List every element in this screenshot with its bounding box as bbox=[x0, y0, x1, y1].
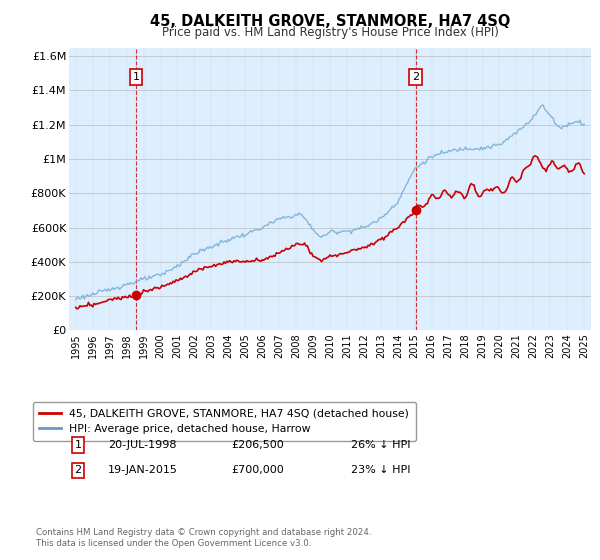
Text: 2: 2 bbox=[74, 465, 82, 475]
Text: Contains HM Land Registry data © Crown copyright and database right 2024.
This d: Contains HM Land Registry data © Crown c… bbox=[36, 528, 371, 548]
Text: 1: 1 bbox=[133, 72, 139, 82]
Text: 26% ↓ HPI: 26% ↓ HPI bbox=[351, 440, 410, 450]
Text: Price paid vs. HM Land Registry's House Price Index (HPI): Price paid vs. HM Land Registry's House … bbox=[161, 26, 499, 39]
Text: £206,500: £206,500 bbox=[231, 440, 284, 450]
Text: 23% ↓ HPI: 23% ↓ HPI bbox=[351, 465, 410, 475]
Legend: 45, DALKEITH GROVE, STANMORE, HA7 4SQ (detached house), HPI: Average price, deta: 45, DALKEITH GROVE, STANMORE, HA7 4SQ (d… bbox=[32, 402, 416, 441]
Text: 45, DALKEITH GROVE, STANMORE, HA7 4SQ: 45, DALKEITH GROVE, STANMORE, HA7 4SQ bbox=[150, 14, 510, 29]
Text: 19-JAN-2015: 19-JAN-2015 bbox=[108, 465, 178, 475]
Text: 20-JUL-1998: 20-JUL-1998 bbox=[108, 440, 176, 450]
Text: 2: 2 bbox=[412, 72, 419, 82]
Text: 1: 1 bbox=[74, 440, 82, 450]
Text: £700,000: £700,000 bbox=[231, 465, 284, 475]
